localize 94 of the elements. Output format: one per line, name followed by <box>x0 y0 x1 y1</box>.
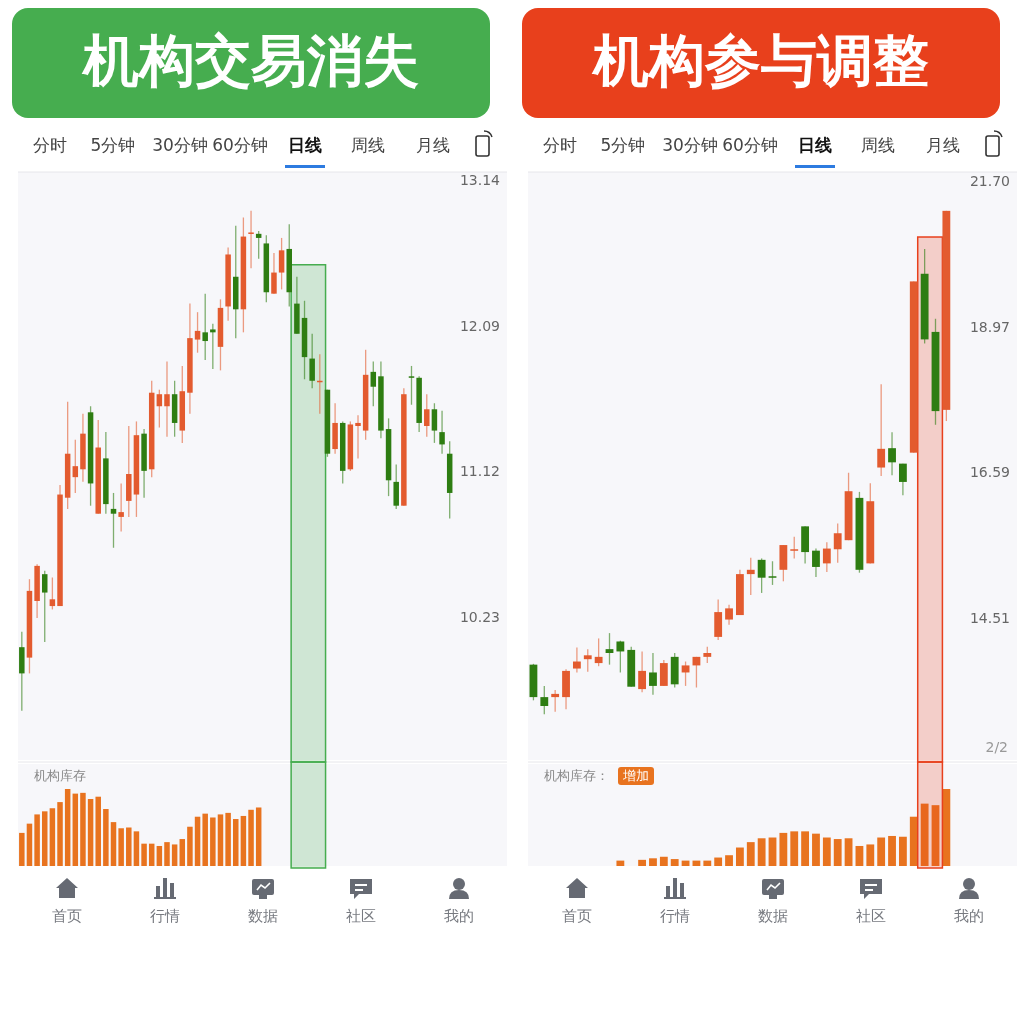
bar <box>141 843 147 866</box>
bar <box>659 856 668 866</box>
text: 周线 <box>861 135 895 155</box>
bar <box>110 822 117 866</box>
chart-title: 机构库存： <box>544 767 609 783</box>
bar <box>746 842 755 866</box>
bar <box>126 827 132 866</box>
bar <box>812 833 820 866</box>
bar <box>779 832 788 866</box>
bar <box>19 832 25 866</box>
text: 数据 <box>758 906 788 925</box>
text: 5分钟 <box>600 135 646 155</box>
bar <box>638 859 647 866</box>
bar <box>202 813 208 866</box>
bar <box>118 828 124 866</box>
bar <box>164 842 170 866</box>
bar <box>757 838 766 866</box>
bar <box>240 815 247 866</box>
bar <box>888 835 896 866</box>
bar <box>64 789 71 866</box>
text: 月线 <box>416 135 450 155</box>
y-tick-label: 14.51 <box>969 609 1010 626</box>
text: 2/2 <box>985 739 1008 755</box>
bar <box>833 839 842 866</box>
bar <box>80 792 86 866</box>
bar <box>931 805 940 866</box>
bar <box>26 823 33 866</box>
text: 60分钟 <box>212 135 268 155</box>
bar <box>801 831 810 866</box>
chart-subtitle: 增加 <box>622 767 649 783</box>
text: 数据 <box>248 906 278 925</box>
bar <box>87 799 94 866</box>
bar <box>735 847 744 866</box>
bar <box>616 860 625 866</box>
text: 日线 <box>288 135 322 155</box>
bar <box>179 839 186 866</box>
bar <box>725 855 733 866</box>
bar <box>790 831 799 866</box>
bar <box>156 845 163 866</box>
bar <box>210 817 216 866</box>
text: 60分钟 <box>722 135 778 155</box>
bar <box>714 857 723 866</box>
text: 我的 <box>444 906 474 925</box>
bar <box>822 837 831 866</box>
text: 社区 <box>856 906 886 925</box>
text: 我的 <box>954 906 984 925</box>
bar <box>194 816 201 866</box>
bar <box>187 826 193 866</box>
bar <box>49 808 56 866</box>
bar <box>255 807 262 866</box>
text: 社区 <box>346 906 376 925</box>
bar <box>920 803 929 866</box>
chart-title: 机构参与调整 <box>591 28 929 94</box>
text: 分时 <box>33 135 67 155</box>
text: 30分钟 <box>662 135 718 155</box>
bar <box>909 816 918 866</box>
y-tick-label: 10.23 <box>459 608 500 625</box>
bar <box>703 860 712 866</box>
chart-title: 机构库存 <box>34 767 86 783</box>
text: 30分钟 <box>152 135 208 155</box>
bar <box>41 811 48 866</box>
bar <box>217 814 224 866</box>
bar <box>649 858 657 866</box>
text: 首页 <box>562 906 592 925</box>
bar <box>95 796 101 866</box>
bar <box>670 859 679 866</box>
bar <box>248 809 254 866</box>
bar <box>72 793 79 866</box>
bar <box>844 838 853 866</box>
text: 行情 <box>150 906 180 925</box>
bar <box>866 844 875 866</box>
y-tick-label: 11.12 <box>459 463 500 480</box>
bar <box>133 831 140 866</box>
y-tick-label: 16.59 <box>969 464 1010 481</box>
text: 分时 <box>543 135 577 155</box>
chart-title: 机构交易消失 <box>81 28 419 94</box>
text: 5分钟 <box>90 135 136 155</box>
bar <box>225 812 231 866</box>
bar <box>34 814 40 866</box>
y-tick-label: 18.97 <box>969 318 1010 335</box>
y-tick-label: 12.09 <box>459 317 500 334</box>
bar <box>877 837 886 866</box>
bar <box>233 819 239 866</box>
bar <box>57 802 63 866</box>
text: 日线 <box>798 135 832 155</box>
y-tick-label: 13.14 <box>459 172 501 189</box>
bar <box>898 836 907 866</box>
bar <box>103 809 109 866</box>
text: 月线 <box>926 135 960 155</box>
y-tick-label: 21.70 <box>969 172 1010 189</box>
text: 首页 <box>52 906 82 925</box>
bar <box>171 844 178 866</box>
text: 行情 <box>660 906 690 925</box>
text: 周线 <box>351 135 385 155</box>
